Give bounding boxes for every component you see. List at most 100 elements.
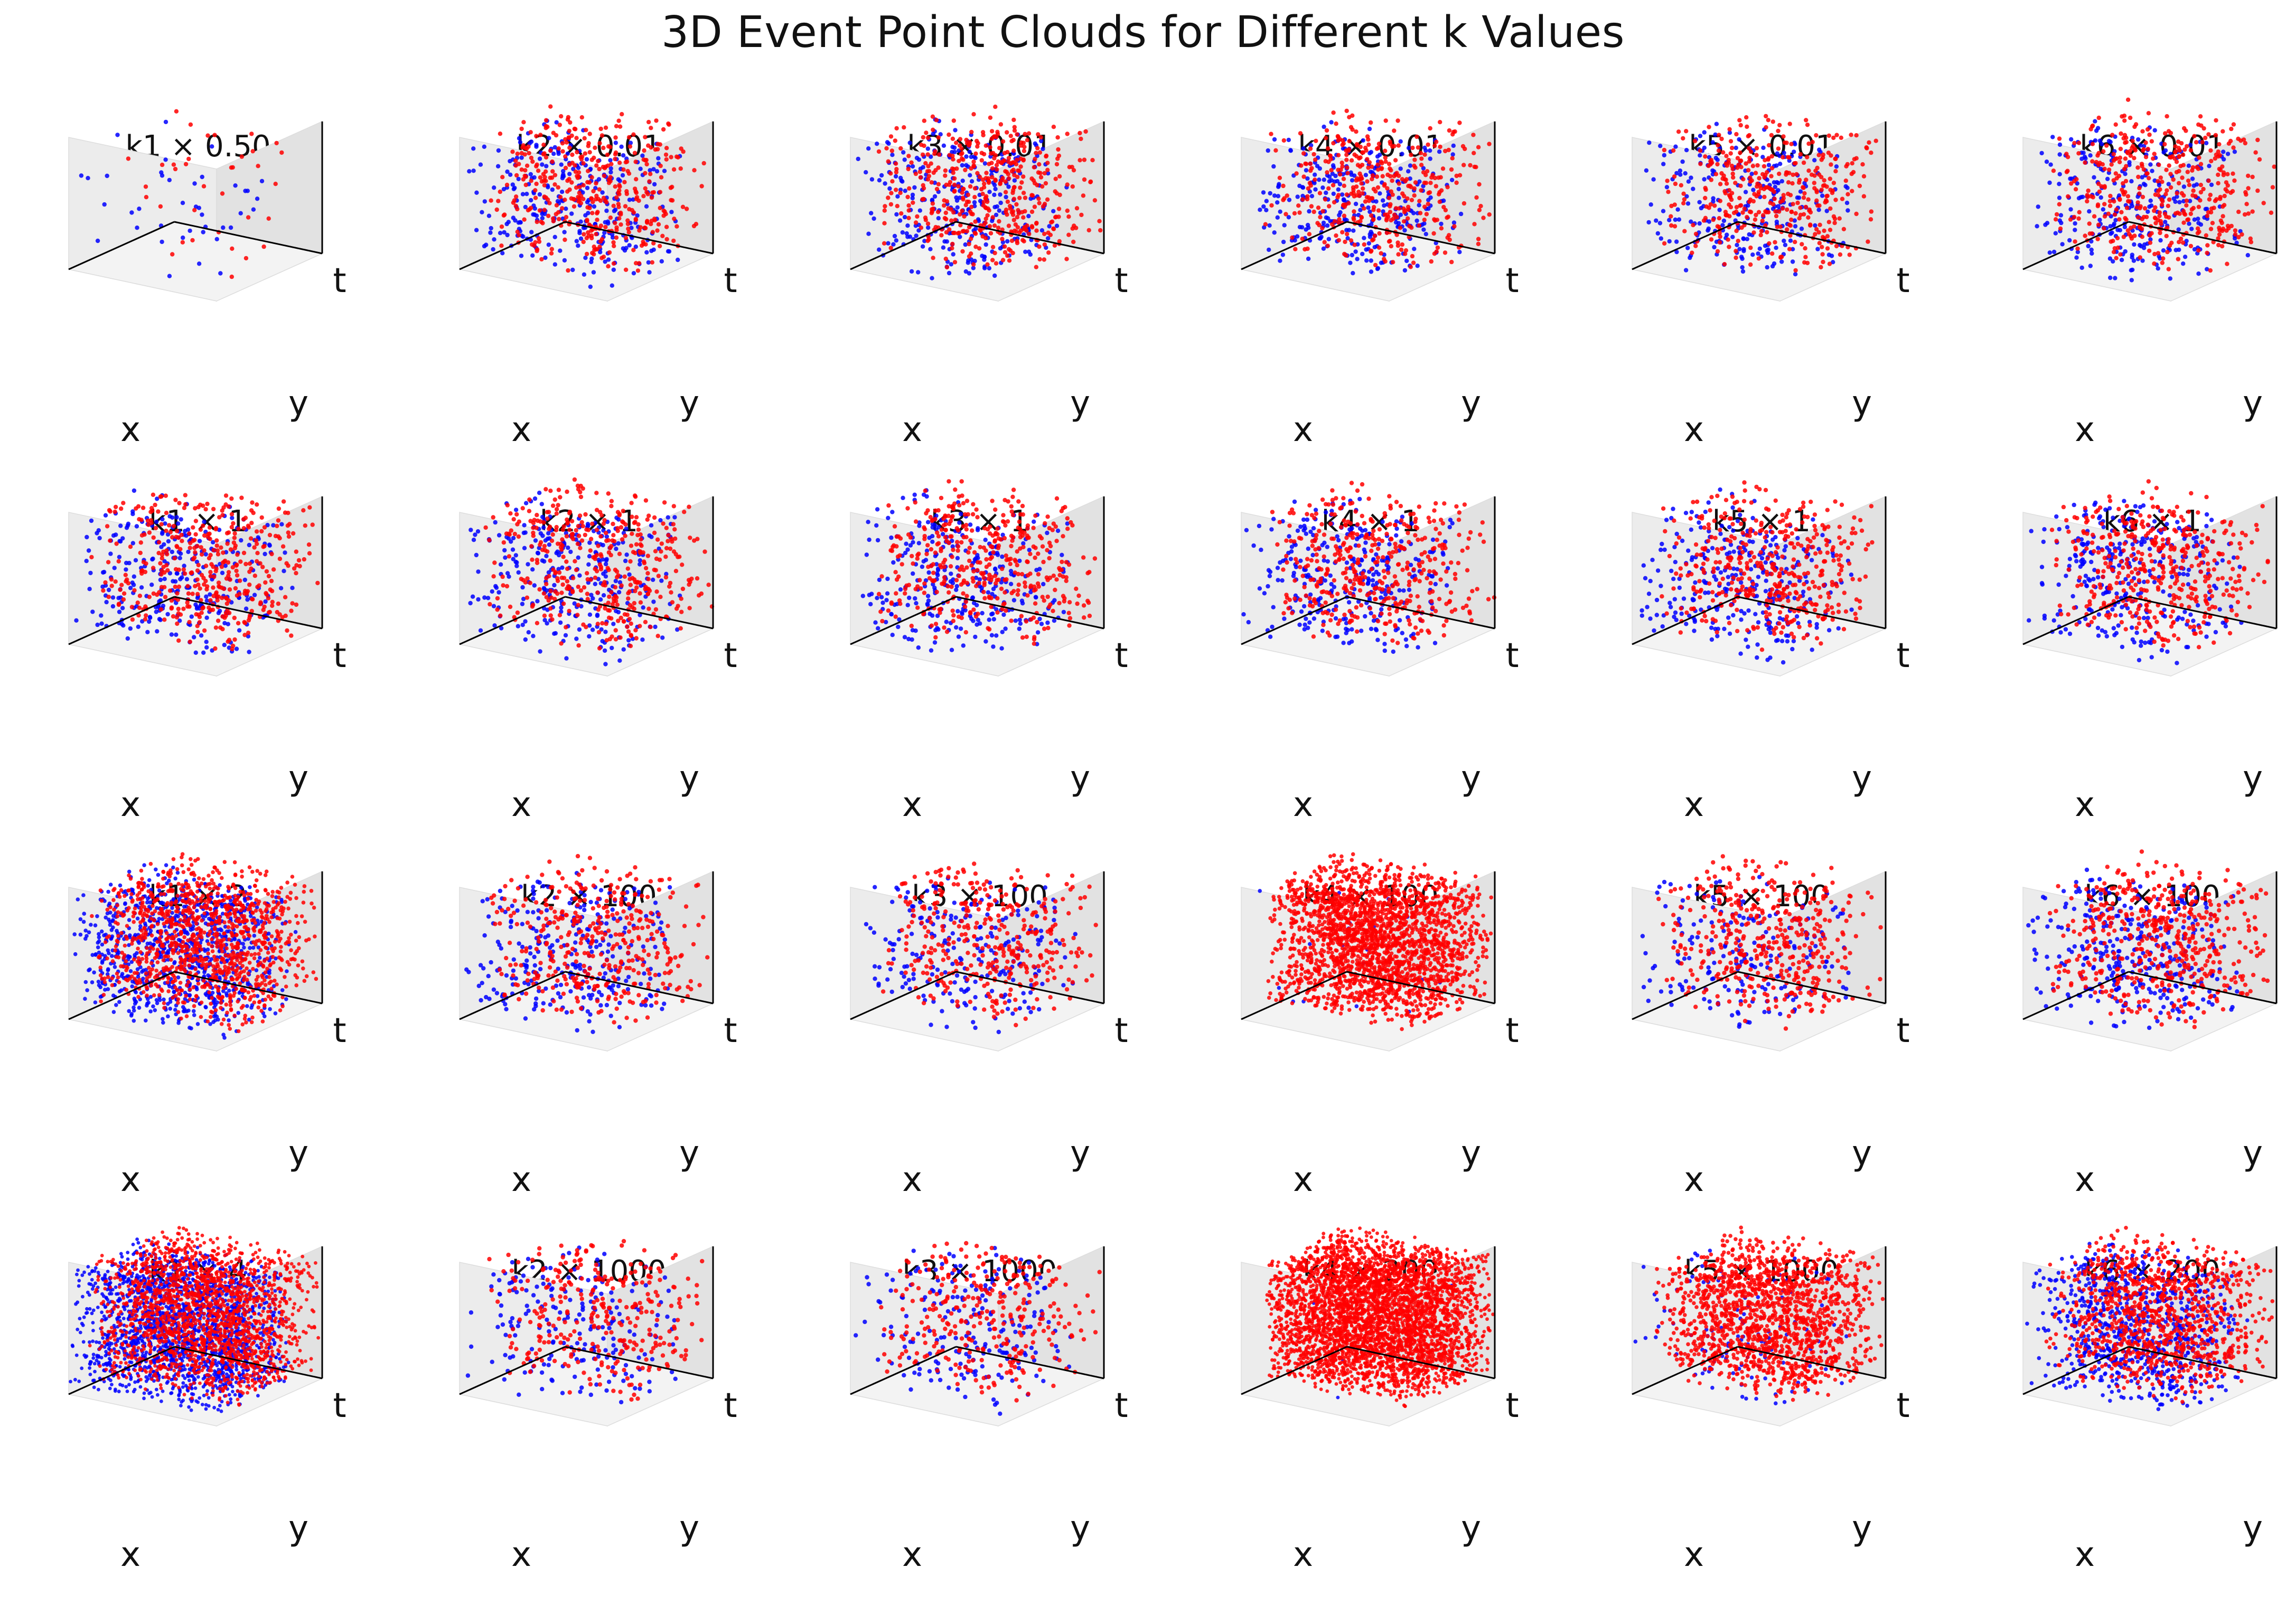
red-event-point — [1406, 216, 1410, 220]
red-event-point — [1311, 152, 1316, 156]
blue-event-point — [1264, 199, 1269, 203]
blue-event-point — [252, 593, 257, 597]
red-event-point — [922, 144, 926, 148]
blue-event-point — [617, 590, 621, 594]
blue-event-point — [623, 559, 627, 563]
red-event-point — [114, 579, 118, 584]
red-event-point — [566, 115, 570, 119]
red-event-point — [1303, 162, 1307, 166]
red-event-point — [1736, 156, 1740, 160]
red-event-point — [2051, 168, 2056, 173]
blue-event-point — [1654, 219, 1658, 223]
blue-event-point — [667, 249, 671, 254]
red-event-point — [636, 268, 640, 273]
blue-event-point — [96, 239, 100, 243]
red-event-point — [1852, 157, 1857, 161]
red-event-point — [2191, 206, 2196, 210]
red-event-point — [544, 487, 548, 491]
red-event-point — [2144, 171, 2149, 175]
blue-event-point — [952, 145, 957, 149]
red-event-point — [1057, 193, 1062, 197]
red-event-point — [1850, 189, 1854, 193]
red-event-point — [195, 624, 200, 628]
red-event-point — [1088, 180, 1092, 184]
red-event-point — [1358, 155, 1362, 159]
blue-event-point — [582, 273, 586, 277]
red-event-point — [2115, 236, 2120, 240]
red-event-point — [645, 571, 650, 575]
blue-event-point — [2147, 204, 2151, 209]
red-event-point — [1010, 169, 1014, 173]
blue-event-point — [1403, 268, 1407, 273]
red-event-point — [2177, 212, 2181, 216]
red-event-point — [1290, 236, 1294, 240]
red-event-point — [1794, 172, 1798, 176]
blue-event-point — [1687, 180, 1691, 184]
blue-event-point — [508, 159, 512, 163]
red-event-point — [1037, 162, 1041, 166]
red-event-point — [196, 563, 201, 567]
red-event-point — [1709, 177, 1713, 182]
red-event-point — [1411, 260, 1416, 265]
blue-event-point — [483, 199, 487, 203]
red-event-point — [989, 151, 993, 155]
red-event-point — [1789, 142, 1793, 146]
red-event-point — [175, 529, 179, 533]
red-event-point — [1332, 200, 1336, 204]
red-event-point — [239, 495, 243, 500]
red-event-point — [211, 594, 216, 598]
red-event-point — [1662, 148, 1666, 152]
scatter3d-plot: xyt — [420, 172, 758, 499]
red-event-point — [1373, 263, 1378, 267]
red-event-point — [1336, 134, 1340, 138]
red-event-point — [1759, 186, 1763, 190]
red-event-point — [1786, 192, 1790, 196]
red-event-point — [2108, 204, 2112, 208]
blue-event-point — [126, 636, 130, 641]
red-event-point — [595, 210, 599, 214]
blue-event-point — [614, 547, 618, 551]
red-event-point — [2160, 180, 2164, 184]
blue-event-point — [517, 136, 521, 140]
red-event-point — [1361, 186, 1365, 191]
red-event-point — [1821, 153, 1825, 157]
red-event-point — [184, 162, 188, 166]
red-event-point — [1376, 185, 1380, 190]
red-event-point — [2147, 111, 2151, 115]
red-event-point — [128, 545, 133, 549]
red-event-point — [1709, 237, 1713, 241]
red-event-point — [1342, 214, 1346, 218]
red-event-point — [151, 493, 155, 497]
red-event-point — [586, 169, 590, 173]
red-event-point — [2223, 194, 2227, 198]
blue-event-point — [983, 161, 987, 165]
red-event-point — [2246, 174, 2250, 178]
blue-event-point — [1756, 251, 1760, 256]
red-event-point — [1377, 231, 1381, 236]
red-event-point — [2136, 175, 2140, 179]
red-event-point — [1764, 185, 1768, 190]
red-event-point — [1833, 169, 1838, 173]
red-event-point — [1838, 252, 1842, 257]
red-event-point — [659, 549, 663, 553]
red-event-point — [1728, 195, 1732, 199]
red-event-point — [1055, 135, 1060, 139]
blue-event-point — [487, 214, 491, 218]
red-event-point — [1679, 183, 1683, 187]
red-event-point — [235, 552, 239, 557]
red-event-point — [890, 179, 894, 183]
blue-event-point — [574, 636, 578, 641]
red-event-point — [525, 576, 529, 580]
red-event-point — [1043, 242, 1047, 247]
blue-event-point — [1361, 138, 1365, 143]
t-axis-label: t — [333, 261, 346, 301]
red-event-point — [942, 203, 946, 208]
blue-event-point — [992, 193, 996, 197]
red-event-point — [1805, 123, 1810, 127]
blue-event-point — [1661, 162, 1665, 166]
red-event-point — [119, 583, 124, 587]
red-event-point — [937, 152, 941, 156]
blue-event-point — [1350, 253, 1354, 257]
red-event-point — [1441, 166, 1445, 171]
blue-event-point — [597, 177, 601, 181]
